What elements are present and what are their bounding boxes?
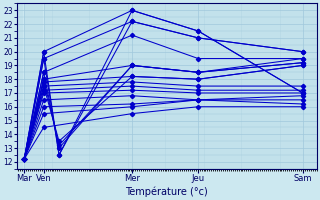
X-axis label: Température (°c): Température (°c) bbox=[125, 186, 208, 197]
